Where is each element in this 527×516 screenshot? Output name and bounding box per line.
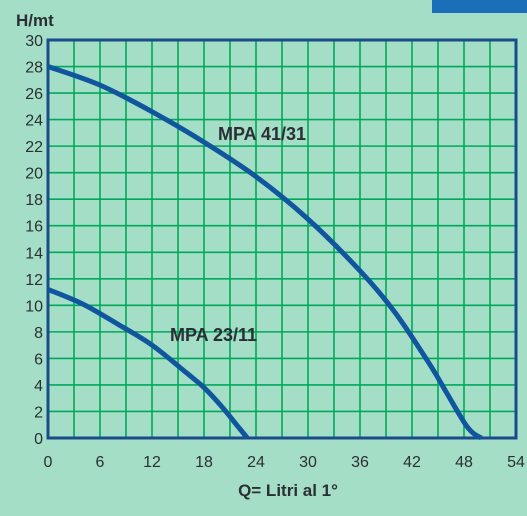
y-tick-label: 6	[34, 351, 43, 368]
y-tick-label: 24	[25, 113, 43, 130]
series-label-mpa-41-31: MPA 41/31	[218, 124, 306, 144]
x-tick-label: 18	[195, 454, 213, 471]
x-tick-label: 6	[96, 454, 105, 471]
y-tick-label: 0	[34, 431, 43, 448]
x-tick-label: 36	[351, 454, 369, 471]
series-line-0	[47, 64, 483, 441]
y-tick-label: 22	[25, 139, 43, 156]
x-tick-labels: 0 6 12 18 24 30 36 42 48 54	[44, 454, 525, 471]
x-tick-label: 12	[143, 454, 161, 471]
y-axis-label: H/mt	[16, 11, 54, 30]
y-tick-label: 28	[25, 60, 43, 77]
x-tick-label: 42	[403, 454, 421, 471]
y-tick-label: 30	[25, 33, 43, 50]
x-tick-label: 0	[44, 454, 53, 471]
x-tick-label: 54	[507, 454, 525, 471]
y-tick-label: 10	[25, 298, 43, 315]
corner-tab	[432, 0, 527, 13]
x-tick-label: 24	[247, 454, 265, 471]
series-line-1	[47, 287, 250, 440]
y-tick-label: 12	[25, 272, 43, 289]
y-tick-label: 18	[25, 192, 43, 209]
series-lines	[47, 64, 483, 441]
y-tick-label: 8	[34, 325, 43, 342]
y-tick-label: 26	[25, 86, 43, 103]
y-tick-label: 16	[25, 219, 43, 236]
x-tick-label: 48	[455, 454, 473, 471]
plot-frame	[46, 38, 518, 440]
series-label-mpa-23-11: MPA 23/11	[170, 325, 257, 345]
x-axis-label: Q= Litri al 1°	[238, 481, 338, 500]
y-tick-label: 14	[25, 245, 43, 262]
y-tick-label: 20	[25, 166, 43, 183]
y-tick-label: 4	[34, 378, 43, 395]
y-tick-label: 2	[34, 404, 43, 421]
x-tick-label: 30	[299, 454, 317, 471]
